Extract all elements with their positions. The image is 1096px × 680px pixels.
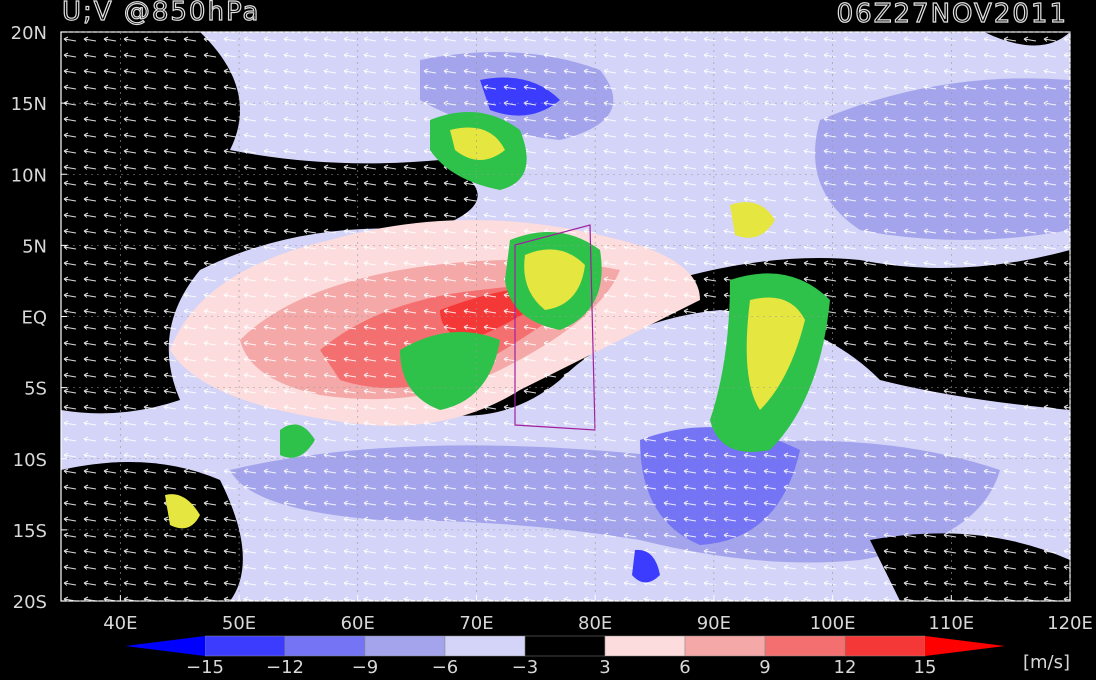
lat-tick-label: 10S	[13, 450, 47, 471]
colorbar-label: 9	[759, 657, 770, 678]
lon-tick-label: 60E	[341, 613, 375, 634]
colorbar-label: −6	[432, 657, 459, 678]
cloud	[632, 549, 660, 583]
colorbar-segment	[764, 635, 846, 657]
colorbar-segment	[284, 635, 366, 657]
colorbar-low-end	[125, 636, 205, 656]
cloud-core	[524, 249, 585, 310]
colorbar-segment	[604, 635, 686, 657]
lon-tick-label: 80E	[578, 613, 612, 634]
cloud	[280, 424, 315, 458]
cloud-core	[450, 127, 505, 160]
lat-tick-label: 20N	[11, 23, 47, 44]
lat-tick-label: 5N	[22, 236, 47, 257]
lon-tick-label: 70E	[459, 613, 493, 634]
colorbar-segment	[524, 635, 606, 657]
lon-tick-label: 100E	[810, 613, 856, 634]
colorbar-unit: [m/s]	[1023, 652, 1070, 673]
colorbar-label: −12	[266, 657, 304, 678]
cloud-core	[746, 297, 805, 410]
colorbar-high-end	[925, 636, 1005, 656]
lat-tick-label: 15N	[11, 94, 47, 115]
lat-tick-label: 20S	[13, 592, 47, 613]
convection	[165, 112, 830, 583]
colorbar-segment	[364, 635, 446, 657]
cloud	[400, 332, 500, 410]
time-stamp: 06Z27NOV2011	[837, 0, 1068, 29]
colorbar-label: −9	[352, 657, 379, 678]
lat-tick-label: 5S	[24, 379, 47, 400]
field	[61, 32, 1070, 601]
colorbar-label: 15	[914, 657, 937, 678]
lon-tick-label: 90E	[697, 613, 731, 634]
cloud	[165, 494, 200, 529]
lat-tick-label: 10N	[11, 165, 47, 186]
lon-tick-label: 110E	[928, 613, 974, 634]
lat-tick-label: 15S	[13, 521, 47, 542]
lon-tick-label: 40E	[103, 613, 137, 634]
colorbar-label: −3	[512, 657, 539, 678]
colorbar-segment	[204, 635, 286, 657]
colorbar-label: 3	[599, 657, 610, 678]
cloud	[730, 202, 775, 238]
colorbar-label: −15	[186, 657, 224, 678]
colorbar-segment	[444, 635, 526, 657]
lat-tick-label: EQ	[21, 308, 47, 329]
lon-tick-label: 120E	[1047, 613, 1093, 634]
lon-tick-label: 50E	[222, 613, 256, 634]
colorbar-segment	[844, 635, 926, 657]
title: U;V @850hPa	[62, 0, 260, 27]
colorbar-label: 6	[679, 657, 690, 678]
colorbar-segment	[684, 635, 766, 657]
colorbar-label: 12	[834, 657, 857, 678]
